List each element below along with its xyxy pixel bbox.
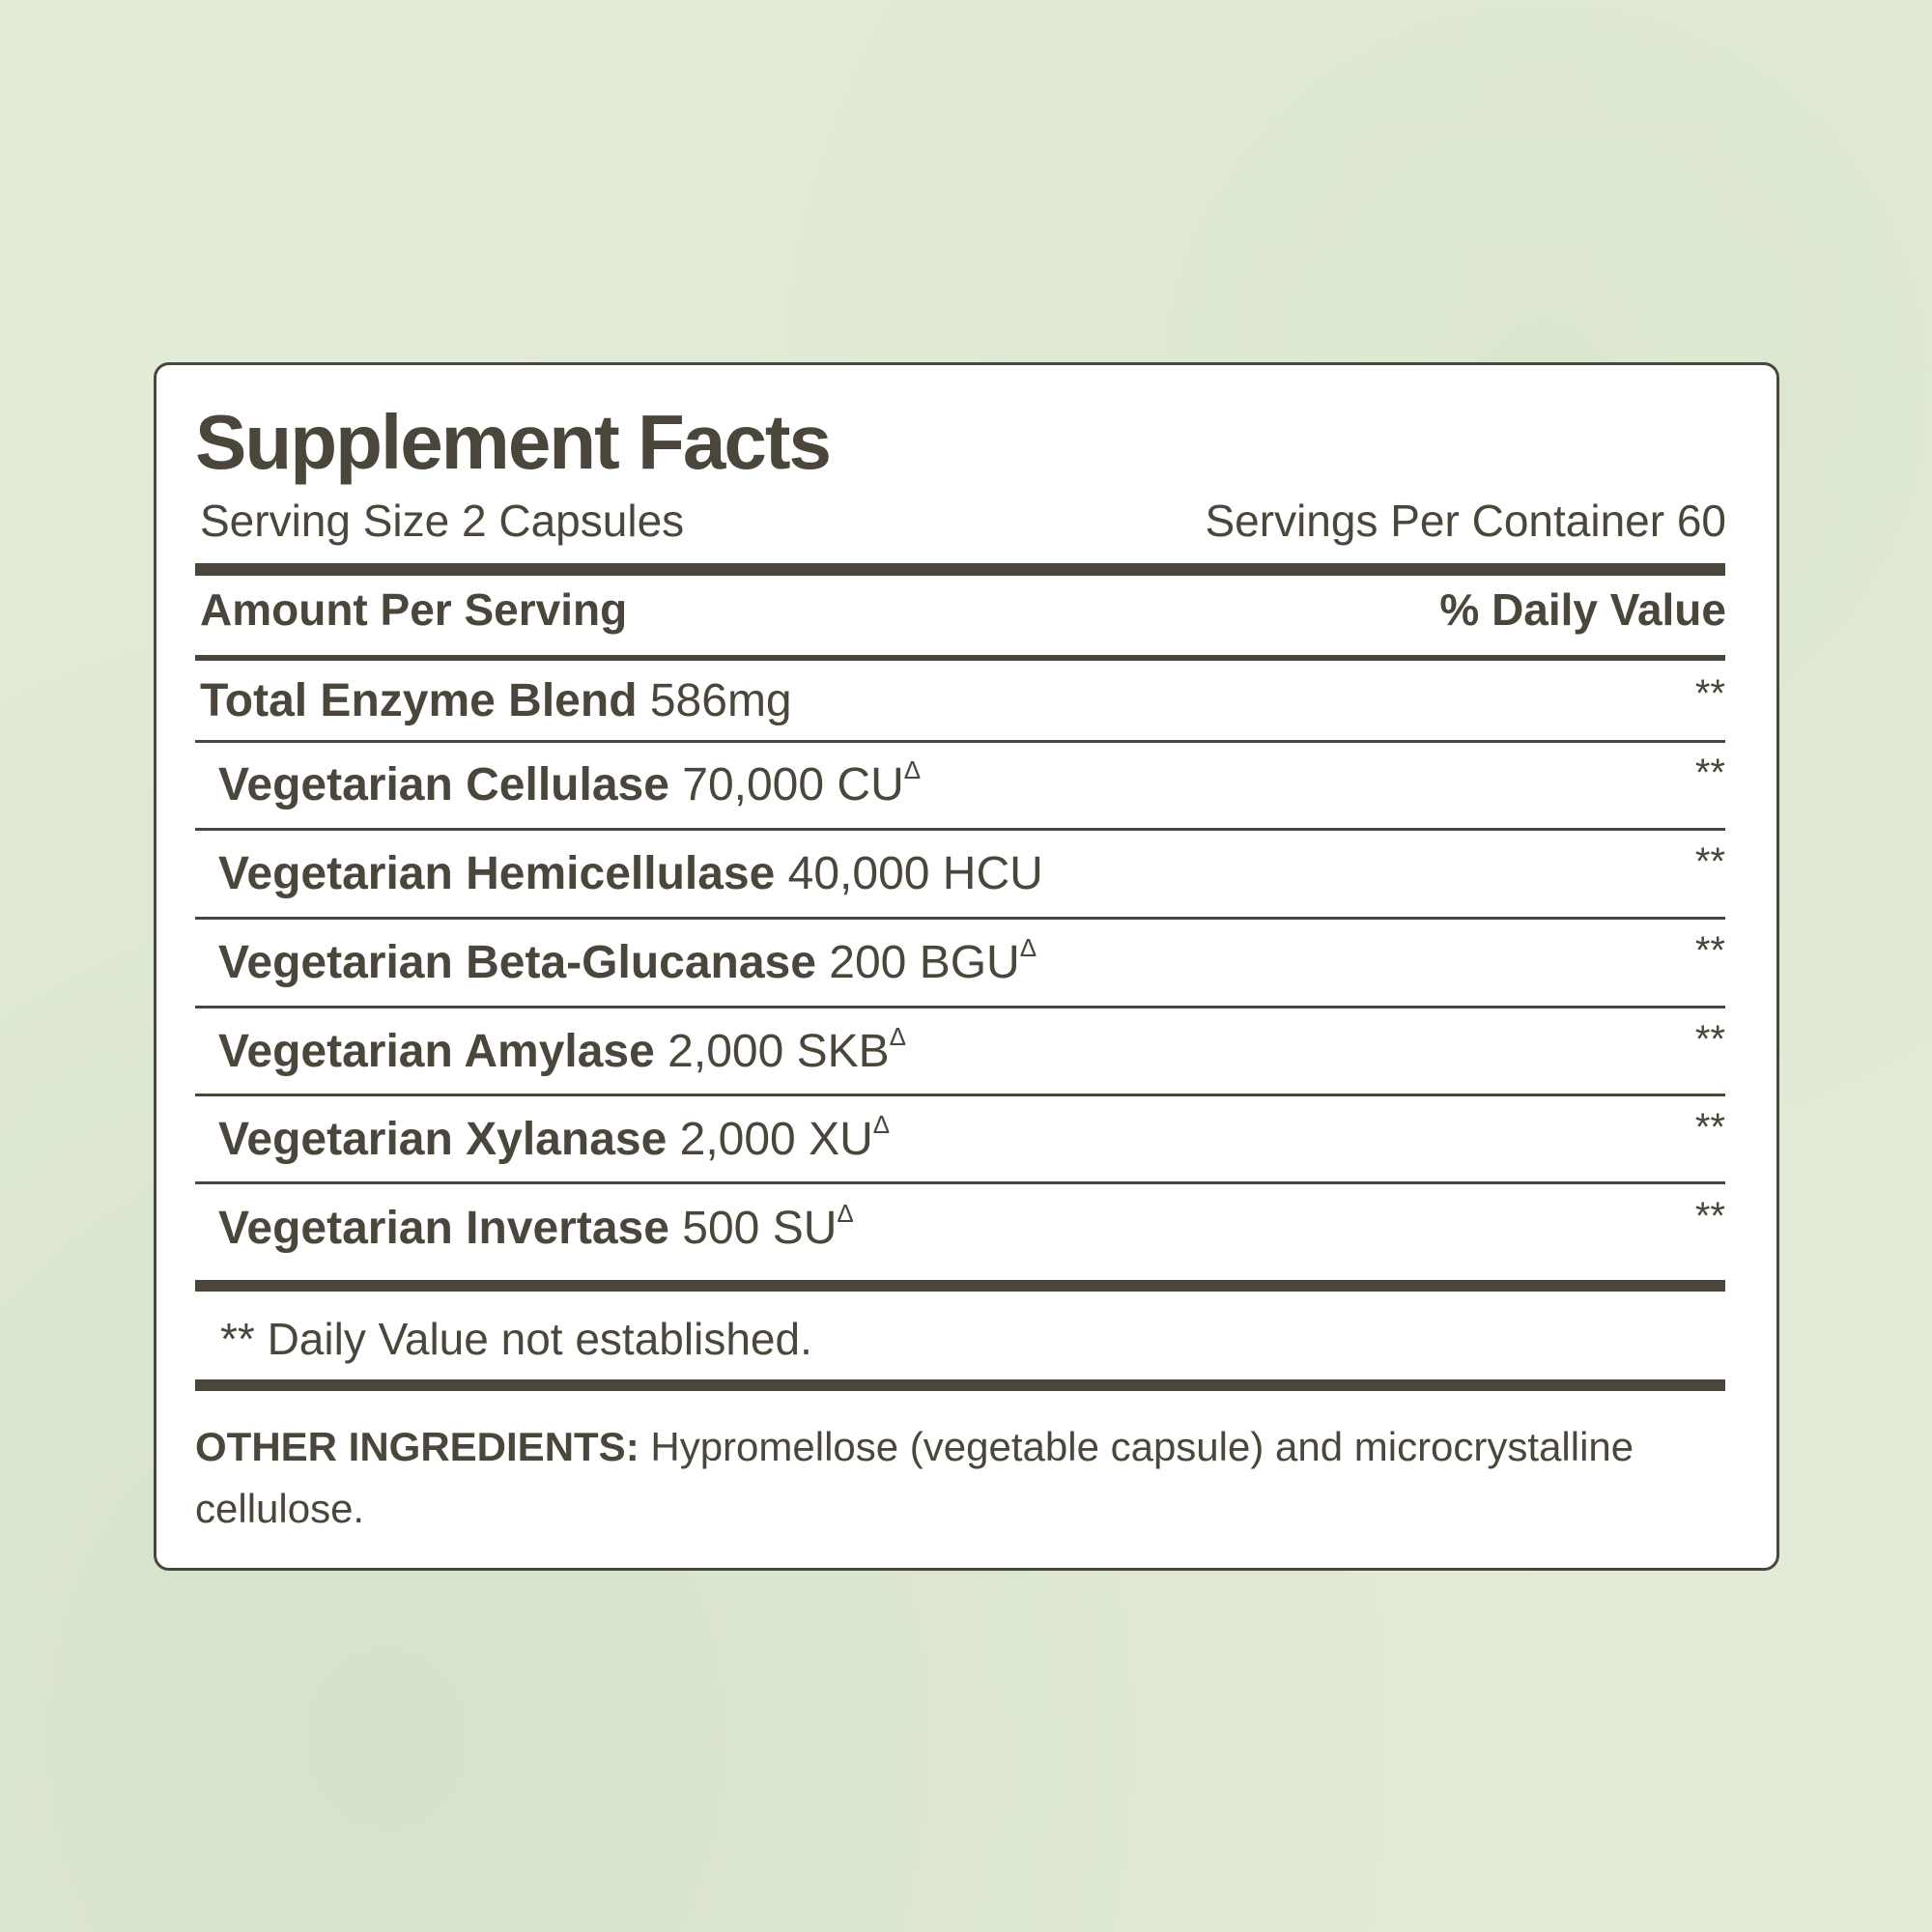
thin-divider — [195, 1006, 1725, 1009]
delta-mark: Δ — [903, 755, 922, 784]
daily-value-header: % Daily Value — [1439, 584, 1726, 635]
medium-divider — [195, 655, 1725, 661]
nutrient-row: Vegetarian Hemicellulase 40,000 HCU ** — [195, 833, 1725, 918]
thin-divider — [195, 1181, 1725, 1184]
nutrient-name: Vegetarian Xylanase — [218, 1114, 668, 1165]
nutrient-amount: 40,000 HCU — [787, 848, 1043, 899]
delta-mark: Δ — [889, 1022, 907, 1051]
nutrient-row: Vegetarian Cellulase 70,000 CUΔ ** — [195, 744, 1725, 829]
nutrient-name: Vegetarian Beta-Glucanase — [218, 937, 816, 988]
daily-value: ** — [1694, 672, 1725, 715]
other-ingredients: OTHER INGREDIENTS: Hypromellose (vegetab… — [195, 1416, 1644, 1540]
servings-per-container: Servings Per Container 60 — [1205, 496, 1726, 546]
nutrient-amount: 2,000 SKB — [668, 1026, 890, 1077]
nutrient-name: Vegetarian Amylase — [218, 1026, 655, 1077]
nutrient-amount: 200 BGU — [829, 937, 1020, 988]
nutrient-row: Total Enzyme Blend 586mg ** — [195, 665, 1725, 750]
thin-divider — [195, 828, 1725, 831]
delta-mark: Δ — [837, 1199, 854, 1228]
nutrient-name: Vegetarian Hemicellulase — [218, 848, 776, 899]
delta-mark: Δ — [1019, 933, 1037, 962]
thin-divider — [195, 740, 1725, 743]
serving-size: Serving Size 2 Capsules — [200, 496, 685, 546]
delta-mark: Δ — [872, 1110, 891, 1139]
nutrient-amount: 586mg — [649, 675, 792, 726]
thick-divider — [195, 1379, 1725, 1391]
daily-value: ** — [1694, 752, 1725, 794]
nutrient-amount: 2,000 XU — [679, 1114, 873, 1165]
nutrient-name: Total Enzyme Blend — [200, 675, 638, 726]
nutrient-row: Vegetarian Invertase 500 SUΔ ** — [195, 1187, 1725, 1272]
daily-value: ** — [1694, 1018, 1725, 1061]
nutrient-row: Vegetarian Beta-Glucanase 200 BGUΔ ** — [195, 922, 1725, 1007]
daily-value: ** — [1694, 929, 1725, 972]
thin-divider — [195, 917, 1725, 920]
supplement-facts-panel: Supplement Facts Serving Size 2 Capsules… — [154, 362, 1779, 1571]
other-ingredients-label: OTHER INGREDIENTS: — [195, 1424, 639, 1469]
panel-title: Supplement Facts — [195, 399, 832, 485]
thick-divider — [195, 563, 1725, 576]
other-ingredients-text: Hypromellose (vegetable capsule) and mic… — [195, 1424, 1634, 1531]
nutrient-row: Vegetarian Xylanase 2,000 XUΔ ** — [195, 1098, 1725, 1183]
amount-per-serving-header: Amount Per Serving — [200, 584, 628, 635]
daily-value: ** — [1694, 1195, 1725, 1237]
thick-divider — [195, 1280, 1725, 1292]
daily-value: ** — [1694, 1106, 1725, 1149]
nutrient-row: Vegetarian Amylase 2,000 SKBΔ ** — [195, 1010, 1725, 1095]
footnote: ** Daily Value not established. — [220, 1314, 812, 1364]
daily-value: ** — [1694, 840, 1725, 883]
nutrient-name: Vegetarian Cellulase — [218, 759, 669, 810]
nutrient-name: Vegetarian Invertase — [218, 1203, 669, 1254]
thin-divider — [195, 1094, 1725, 1096]
nutrient-amount: 500 SU — [682, 1203, 838, 1254]
nutrient-amount: 70,000 CU — [682, 759, 904, 810]
